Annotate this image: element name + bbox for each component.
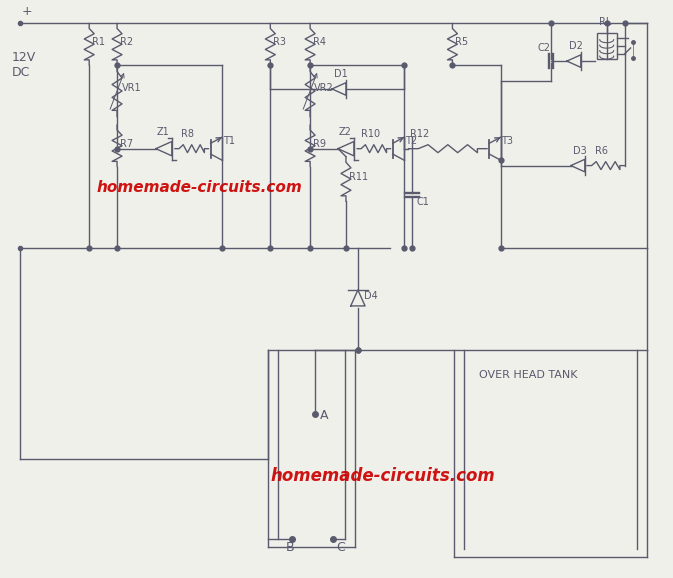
- Text: VR1: VR1: [122, 83, 141, 93]
- Text: R4: R4: [313, 37, 326, 47]
- Text: R6: R6: [595, 146, 608, 155]
- Text: D1: D1: [334, 69, 348, 79]
- Text: Z2: Z2: [339, 127, 352, 137]
- Text: 12V
DC: 12V DC: [11, 51, 36, 79]
- Text: T2: T2: [404, 136, 417, 146]
- Text: D3: D3: [573, 146, 587, 155]
- Text: R7: R7: [120, 139, 133, 149]
- Text: T3: T3: [501, 136, 513, 146]
- Text: +: +: [22, 5, 32, 18]
- Text: homemade-circuits.com: homemade-circuits.com: [96, 180, 302, 195]
- Text: VR2: VR2: [314, 83, 334, 93]
- Text: R9: R9: [313, 139, 326, 149]
- Text: homemade-circuits.com: homemade-circuits.com: [271, 467, 495, 485]
- Text: R1: R1: [92, 37, 105, 47]
- Text: R2: R2: [120, 37, 133, 47]
- Text: R8: R8: [181, 129, 194, 139]
- Text: Z1: Z1: [157, 127, 170, 137]
- Text: B: B: [286, 541, 295, 554]
- Bar: [597, 34, 616, 59]
- Text: A: A: [320, 409, 328, 423]
- Text: R11: R11: [349, 172, 368, 181]
- Text: C1: C1: [417, 198, 429, 208]
- Text: T1: T1: [223, 136, 235, 146]
- Text: R12: R12: [411, 129, 429, 139]
- Text: RL: RL: [599, 17, 611, 27]
- Text: R5: R5: [456, 37, 468, 47]
- Text: D2: D2: [569, 41, 583, 51]
- Text: D4: D4: [364, 291, 378, 301]
- Text: R10: R10: [361, 129, 380, 139]
- Text: C: C: [336, 541, 345, 554]
- Text: OVER HEAD TANK: OVER HEAD TANK: [479, 369, 578, 380]
- Text: R3: R3: [273, 37, 286, 47]
- Text: C2: C2: [537, 43, 550, 53]
